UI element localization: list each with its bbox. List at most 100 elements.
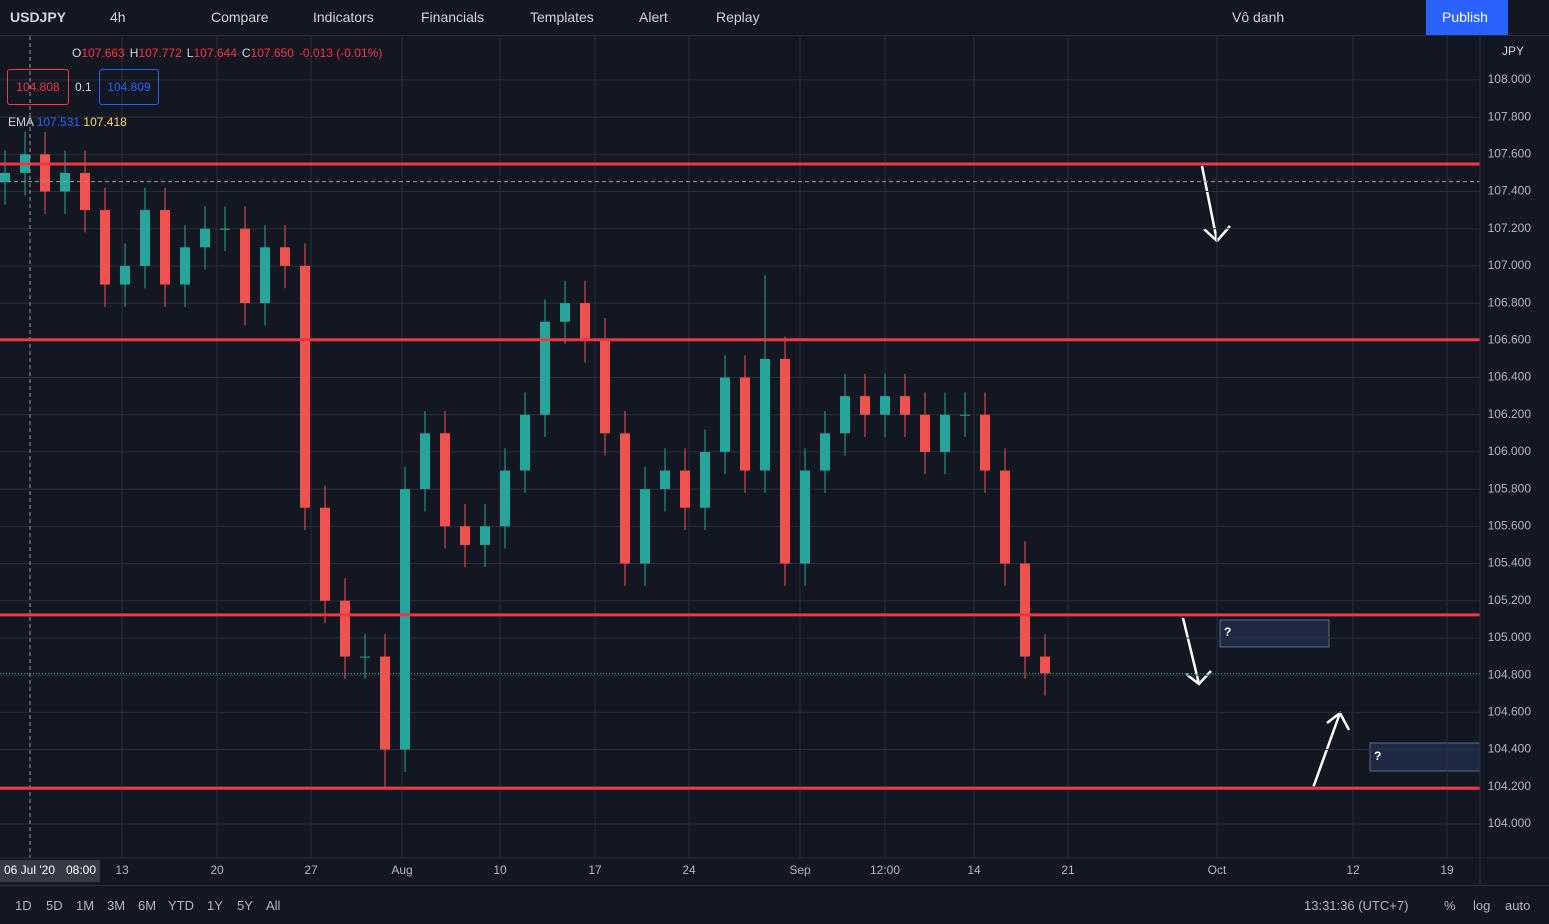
candle-body: [500, 470, 510, 527]
layout-name[interactable]: Vô danh: [1232, 9, 1285, 25]
y-tick-label: 107.600: [1488, 146, 1532, 160]
range-button[interactable]: All: [266, 898, 281, 913]
candle-body: [40, 154, 50, 192]
button[interactable]: Financials: [421, 9, 485, 25]
button[interactable]: Templates: [530, 9, 594, 25]
y-tick-label: 106.400: [1488, 370, 1532, 384]
candle-body: [460, 526, 470, 545]
publish-button[interactable]: Publish: [1426, 0, 1508, 35]
candle-body: [280, 247, 290, 266]
candle-body: [480, 526, 490, 545]
x-tick-label: 12: [1346, 863, 1360, 877]
button[interactable]: Replay: [716, 9, 760, 25]
ohlc-key: H: [129, 46, 139, 60]
y-tick-label: 104.000: [1488, 816, 1532, 830]
candle-body: [940, 414, 950, 452]
x-tick-label: 10: [493, 863, 507, 877]
toolbar: USDJPY 4h Compare Indicators Financials …: [0, 0, 1549, 36]
x-tick-label: Sep: [789, 863, 811, 877]
button[interactable]: Indicators: [313, 9, 374, 25]
range-button[interactable]: 1M: [76, 898, 95, 913]
candle-body: [380, 656, 390, 750]
candle-body: [260, 247, 270, 304]
range-button[interactable]: 5D: [46, 898, 63, 913]
buy-button[interactable]: 104.809: [99, 69, 159, 105]
candle-body: [100, 210, 110, 285]
range-button[interactable]: 3M: [107, 898, 126, 913]
candle-body: [820, 433, 830, 471]
sell-button[interactable]: 104.808: [7, 69, 69, 105]
candle-body: [140, 210, 150, 266]
interval[interactable]: 4h: [110, 9, 126, 25]
range-button[interactable]: 1Y: [207, 898, 223, 913]
y-tick-label: 105.800: [1488, 481, 1532, 495]
annotation-box: [1219, 619, 1330, 648]
scale-option[interactable]: log: [1473, 898, 1491, 913]
candle-body: [560, 303, 570, 322]
range-button[interactable]: YTD: [168, 898, 194, 913]
scale-option[interactable]: auto: [1505, 898, 1531, 913]
candle-body: [1020, 563, 1030, 657]
candle-body: [80, 172, 90, 211]
y-tick-label: 107.800: [1488, 109, 1532, 123]
ohlc-value: 107.663: [81, 46, 125, 60]
ohlc-value: 107.772: [138, 46, 182, 60]
currency: JPY: [1502, 44, 1524, 58]
x-tick-label: 13: [115, 863, 129, 877]
range-button[interactable]: 6M: [138, 898, 157, 913]
candle-body: [960, 414, 970, 416]
candles: [0, 131, 1050, 787]
candle-body: [880, 396, 890, 415]
annotation-box: [1369, 742, 1481, 772]
symbol[interactable]: USDJPY: [10, 9, 67, 25]
publish-label[interactable]: Publish: [1442, 9, 1488, 25]
candle-body: [0, 172, 10, 183]
y-tick-label: 107.200: [1488, 221, 1532, 235]
y-tick-label: 104.400: [1488, 742, 1532, 756]
crosshair-time: 08:00: [66, 863, 96, 877]
crosshair-date: 06 Jul '20: [4, 863, 55, 877]
candle-body: [300, 265, 310, 508]
scale-option[interactable]: %: [1444, 898, 1456, 913]
button[interactable]: Compare: [211, 9, 269, 25]
candle-body: [920, 414, 930, 452]
candle-body: [1000, 470, 1010, 564]
candle-body: [360, 656, 370, 658]
candle-body: [400, 489, 410, 750]
candle-body: [580, 303, 590, 341]
candle-body: [520, 414, 530, 471]
candle-body: [420, 433, 430, 490]
candle-body: [60, 172, 70, 192]
ema-label: EMA: [8, 115, 34, 129]
range-button[interactable]: 5Y: [237, 898, 253, 913]
range-button[interactable]: 1D: [15, 898, 32, 913]
x-tick-label: 21: [1061, 863, 1075, 877]
candle-body: [620, 433, 630, 564]
candle-body: [740, 377, 750, 471]
ema-value: 107.418: [83, 115, 127, 129]
y-tick-label: 106.200: [1488, 407, 1532, 421]
price-axis: 104.000 104.200 104.400 104.600 104.800 105.0…: [0, 36, 1549, 885]
ema-value: 107.531: [36, 115, 81, 129]
spread: 0.1: [75, 80, 92, 94]
candle-body: [980, 414, 990, 471]
candle-body: [440, 433, 450, 527]
x-tick-label: 20: [210, 863, 224, 877]
button[interactable]: Alert: [639, 9, 668, 25]
levels: 107.45306 Jul '2008:00104.80802:28:24107…: [0, 36, 1549, 882]
x-tick-label: 14: [967, 863, 981, 877]
y-tick-label: 108.000: [1488, 72, 1532, 86]
candle-body: [680, 470, 690, 508]
ohlc-value: 107.644: [193, 46, 237, 60]
candle-body: [640, 489, 650, 564]
x-tick-label: 27: [304, 863, 318, 877]
annotation: ?: [1374, 749, 1381, 763]
candle-body: [540, 321, 550, 415]
ohlc-key: C: [241, 46, 251, 60]
clock: 13:31:36 (UTC+7): [1304, 898, 1409, 913]
ohlc-key: L: [186, 46, 194, 60]
candle-body: [220, 228, 230, 230]
y-tick-label: 105.400: [1488, 556, 1532, 570]
candle-body: [120, 265, 130, 285]
candle-body: [800, 470, 810, 564]
